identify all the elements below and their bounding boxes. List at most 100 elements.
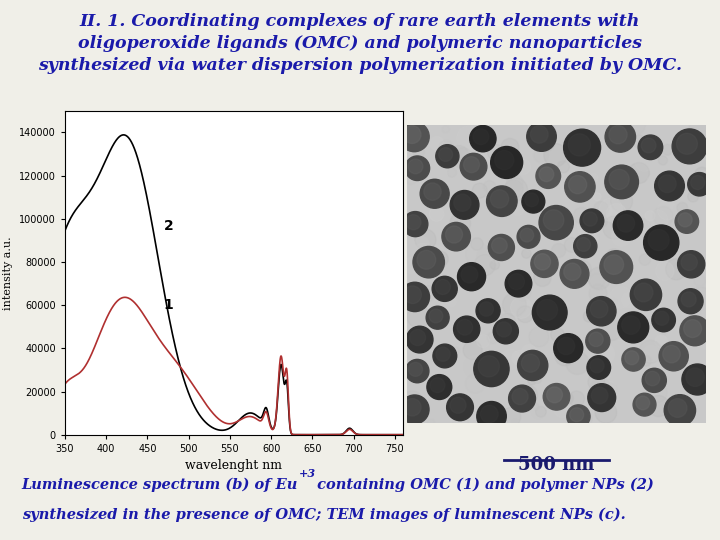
- Circle shape: [575, 133, 585, 143]
- Circle shape: [673, 202, 693, 221]
- Circle shape: [404, 399, 421, 416]
- Y-axis label: intensity a.u.: intensity a.u.: [4, 236, 14, 309]
- Circle shape: [587, 296, 616, 326]
- Circle shape: [520, 228, 534, 242]
- Circle shape: [661, 190, 668, 197]
- Circle shape: [453, 205, 463, 215]
- Circle shape: [693, 264, 706, 278]
- Circle shape: [507, 174, 523, 191]
- Text: synthesized in the presence of OMC; TEM images of luminescent NPs (c).: synthesized in the presence of OMC; TEM …: [22, 508, 626, 522]
- Circle shape: [534, 254, 551, 270]
- Circle shape: [498, 312, 520, 334]
- Circle shape: [541, 253, 560, 271]
- Circle shape: [648, 230, 669, 251]
- Circle shape: [577, 214, 600, 238]
- Circle shape: [516, 159, 531, 174]
- Circle shape: [664, 242, 675, 253]
- Circle shape: [427, 375, 451, 400]
- Circle shape: [436, 347, 450, 361]
- Circle shape: [501, 138, 519, 157]
- Circle shape: [400, 122, 429, 152]
- Circle shape: [512, 420, 518, 426]
- Circle shape: [624, 174, 635, 185]
- Circle shape: [527, 122, 557, 151]
- Circle shape: [551, 328, 564, 342]
- Circle shape: [539, 206, 573, 240]
- Circle shape: [430, 378, 445, 393]
- Circle shape: [688, 191, 698, 202]
- Circle shape: [566, 352, 589, 374]
- Text: 1: 1: [164, 299, 174, 313]
- Circle shape: [405, 174, 416, 184]
- Circle shape: [500, 349, 521, 369]
- Circle shape: [567, 173, 576, 182]
- Circle shape: [668, 399, 687, 417]
- Circle shape: [642, 368, 666, 393]
- Circle shape: [595, 214, 608, 227]
- Circle shape: [457, 262, 485, 291]
- Circle shape: [539, 305, 562, 328]
- Text: II. 1. Coordinating complexes of rare earth elements with: II. 1. Coordinating complexes of rare ea…: [80, 14, 640, 30]
- Circle shape: [499, 352, 518, 371]
- Circle shape: [522, 249, 531, 258]
- Circle shape: [591, 387, 608, 404]
- Circle shape: [403, 126, 421, 144]
- Circle shape: [474, 352, 509, 387]
- Circle shape: [407, 305, 430, 328]
- Circle shape: [521, 345, 537, 360]
- Circle shape: [457, 319, 472, 335]
- Circle shape: [701, 340, 710, 349]
- Circle shape: [483, 228, 503, 248]
- Circle shape: [510, 187, 524, 200]
- Circle shape: [500, 313, 515, 328]
- Circle shape: [564, 263, 581, 280]
- Circle shape: [677, 133, 698, 154]
- Circle shape: [405, 156, 430, 180]
- Circle shape: [625, 351, 639, 364]
- Circle shape: [479, 302, 493, 316]
- Circle shape: [528, 352, 545, 369]
- Circle shape: [476, 299, 500, 323]
- Circle shape: [557, 161, 570, 173]
- Circle shape: [406, 215, 421, 230]
- Circle shape: [598, 369, 610, 380]
- Circle shape: [639, 254, 651, 265]
- Circle shape: [602, 320, 622, 340]
- Circle shape: [454, 194, 471, 211]
- Circle shape: [586, 329, 610, 353]
- Circle shape: [539, 167, 554, 181]
- Circle shape: [605, 165, 639, 199]
- Circle shape: [438, 147, 453, 161]
- Circle shape: [512, 350, 526, 365]
- Circle shape: [648, 237, 669, 258]
- Circle shape: [695, 167, 709, 182]
- Circle shape: [689, 287, 712, 310]
- Circle shape: [590, 378, 611, 399]
- Circle shape: [450, 213, 471, 234]
- Circle shape: [636, 396, 649, 410]
- Circle shape: [461, 319, 475, 334]
- Circle shape: [443, 363, 450, 370]
- Circle shape: [579, 238, 593, 253]
- Circle shape: [595, 402, 617, 423]
- Circle shape: [403, 257, 419, 273]
- Circle shape: [528, 376, 536, 385]
- Circle shape: [645, 372, 660, 386]
- Circle shape: [604, 255, 624, 274]
- Circle shape: [606, 249, 621, 264]
- Circle shape: [577, 238, 590, 252]
- Circle shape: [408, 159, 423, 174]
- Circle shape: [594, 201, 608, 216]
- Circle shape: [415, 237, 429, 251]
- Circle shape: [508, 274, 524, 289]
- Circle shape: [684, 320, 701, 338]
- Circle shape: [552, 244, 566, 258]
- Circle shape: [413, 146, 424, 158]
- Circle shape: [613, 211, 643, 240]
- Circle shape: [600, 251, 633, 284]
- Circle shape: [587, 356, 611, 379]
- Circle shape: [562, 393, 573, 404]
- Circle shape: [548, 134, 557, 144]
- Circle shape: [582, 232, 598, 247]
- Circle shape: [471, 238, 483, 250]
